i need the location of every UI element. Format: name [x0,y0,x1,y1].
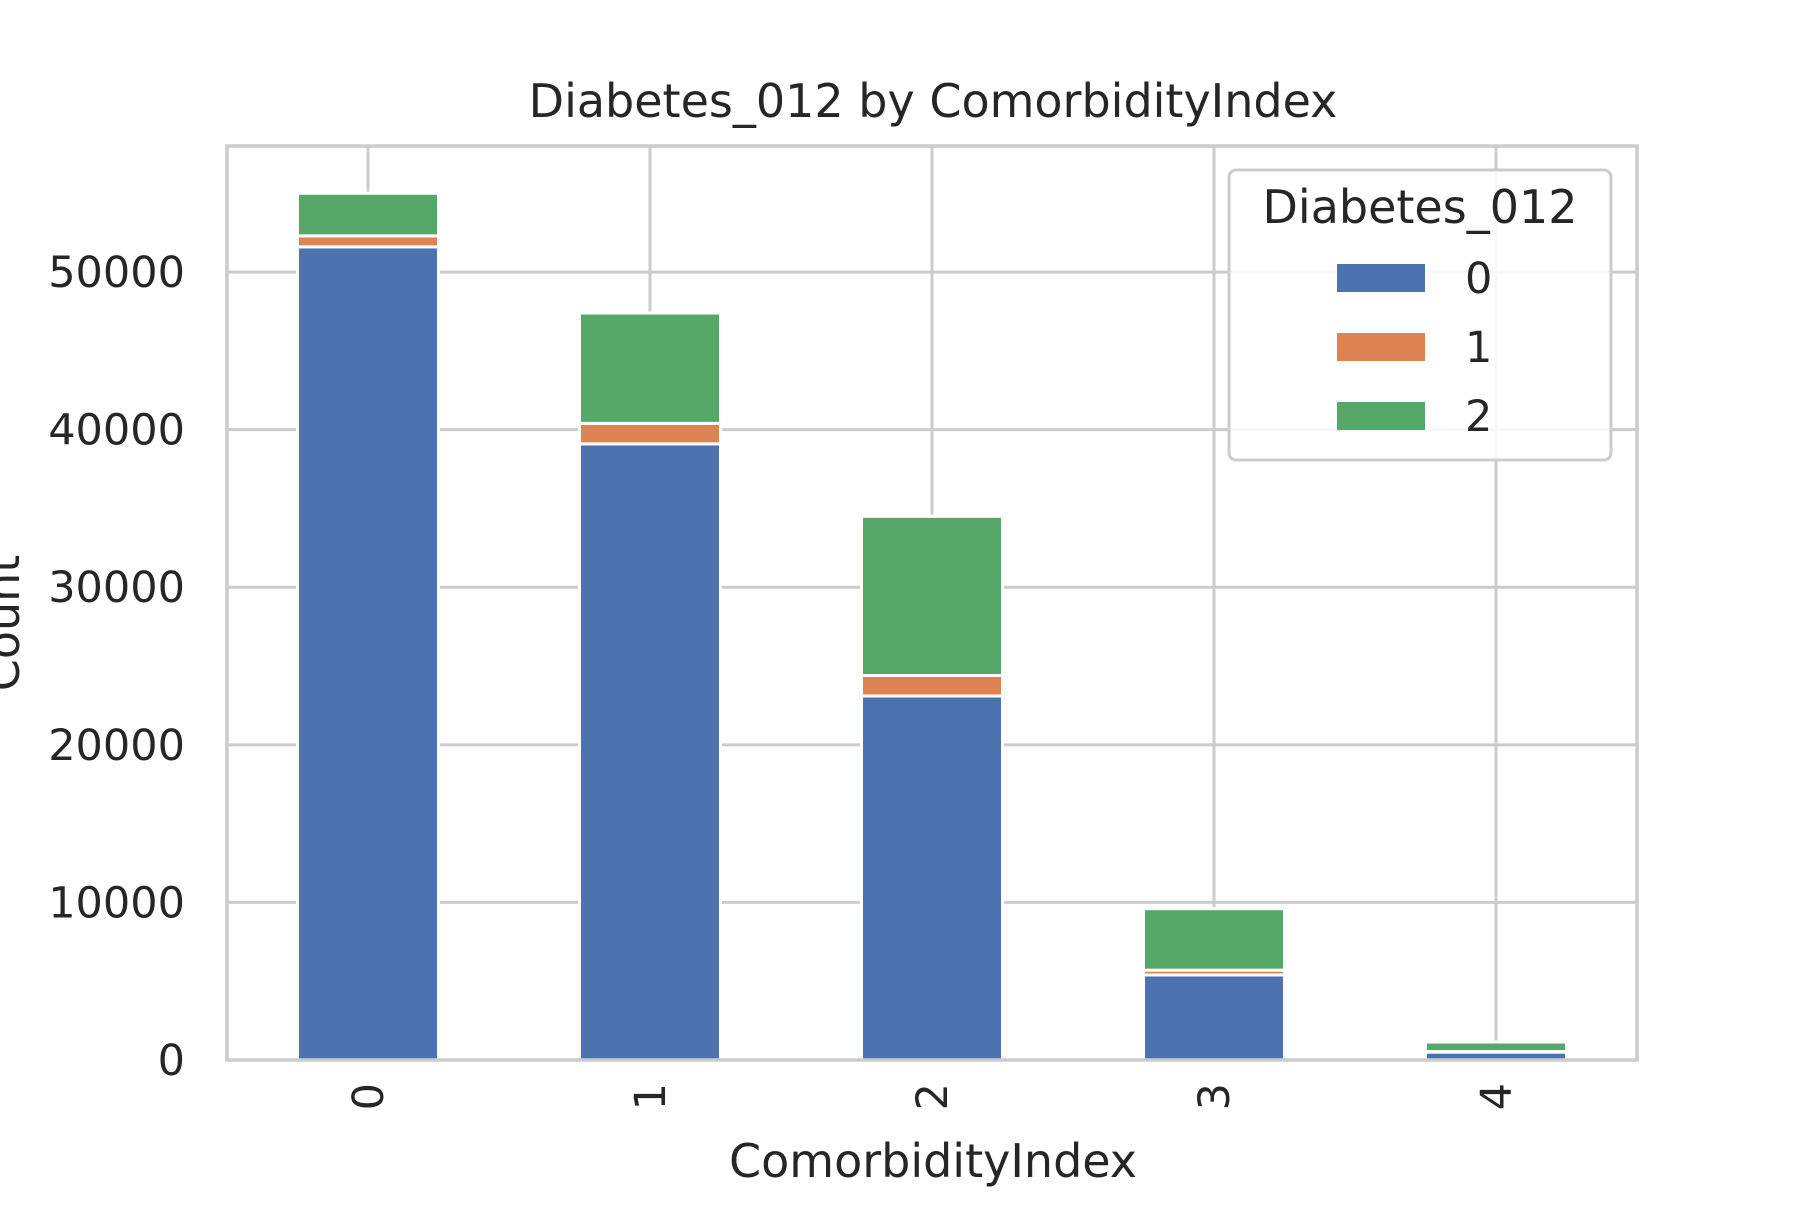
plot-frame [225,144,1639,1062]
y-tick-label-0: 0 [158,1036,185,1086]
x-tick-label-0: 0 [344,1083,394,1110]
bar-cat-3-series-2 [1142,907,1286,972]
legend-label-0: 0 [1465,254,1492,304]
bar-cat-4-series-2 [1424,1040,1568,1053]
x-tick-label-1: 1 [626,1083,676,1110]
y-axis-label: Count [0,555,30,692]
bar-cat-0-series-2 [296,191,440,238]
x-axis-label: ComorbidityIndex [729,1134,1137,1188]
chart-title: Diabetes_012 by ComorbidityIndex [529,74,1338,128]
x-tick-label-2: 2 [908,1083,958,1110]
bar-cat-1-series-1 [578,421,722,446]
y-tick-label-1: 10000 [48,878,185,928]
y-tick-label-4: 40000 [48,406,185,456]
y-tick-label-2: 20000 [48,721,185,771]
legend-swatch-0 [1337,264,1425,292]
legend-title: Diabetes_012 [1263,180,1578,234]
legend: Diabetes_012 0 1 2 [1227,168,1613,462]
bar-cat-2-series-1 [860,673,1004,698]
legend-swatch-1 [1337,333,1425,361]
x-tick-labels: 0 1 2 3 4 [344,1083,1522,1110]
bar-cat-1-series-2 [578,311,722,425]
bars [296,191,1568,1062]
x-tick-label-3: 3 [1190,1083,1240,1110]
bar-cat-2-series-2 [860,514,1004,677]
legend-box [1227,168,1613,462]
legend-entries: 0 1 2 [1337,254,1492,442]
legend-label-2: 2 [1465,392,1492,442]
bar-cat-2-series-0 [860,694,1004,1062]
y-tick-labels: 0 10000 20000 30000 40000 50000 [48,248,185,1086]
legend-swatch-2 [1337,402,1425,430]
bar-cat-0-series-1 [296,234,440,249]
bar-cat-1-series-0 [578,442,722,1062]
legend-label-1: 1 [1465,323,1492,373]
bar-cat-3-series-0 [1142,973,1286,1062]
y-tick-label-5: 50000 [48,248,185,298]
y-tick-label-3: 30000 [48,563,185,613]
x-tick-label-4: 4 [1472,1083,1522,1110]
bar-cat-0-series-0 [296,245,440,1062]
